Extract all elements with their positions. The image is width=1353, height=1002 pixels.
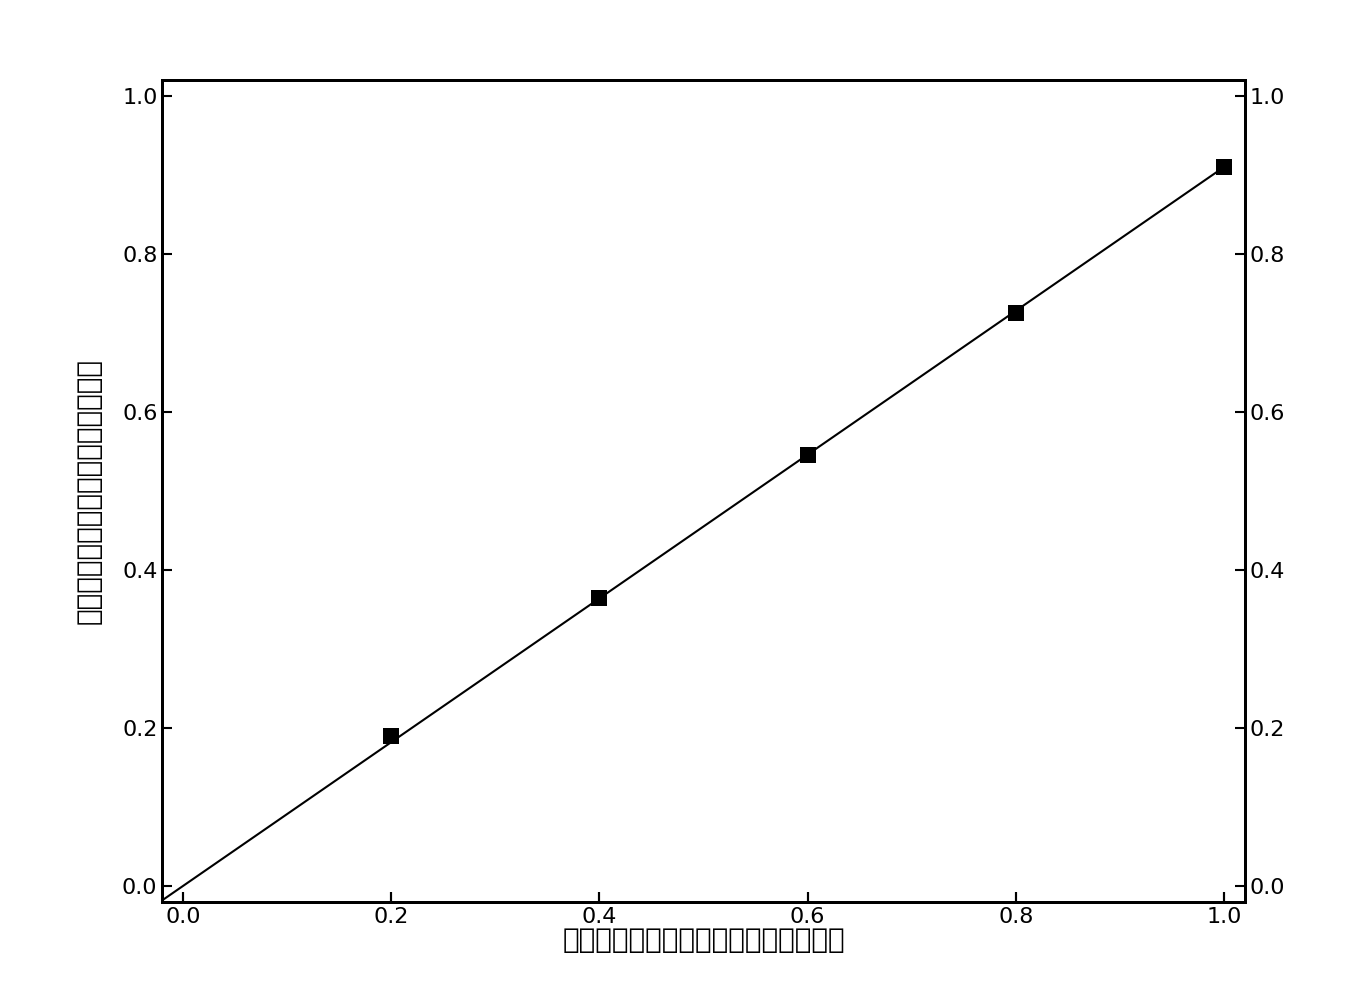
Point [1214, 159, 1235, 175]
Point [380, 727, 402, 743]
Point [1005, 306, 1027, 322]
X-axis label: 紫外可见分光光度计所得相对信号强度: 紫外可见分光光度计所得相对信号强度 [563, 926, 844, 954]
Y-axis label: 模块化光度分析仪所得相对信号强度: 模块化光度分析仪所得相对信号强度 [74, 358, 103, 624]
Point [797, 448, 819, 464]
Point [589, 589, 610, 605]
